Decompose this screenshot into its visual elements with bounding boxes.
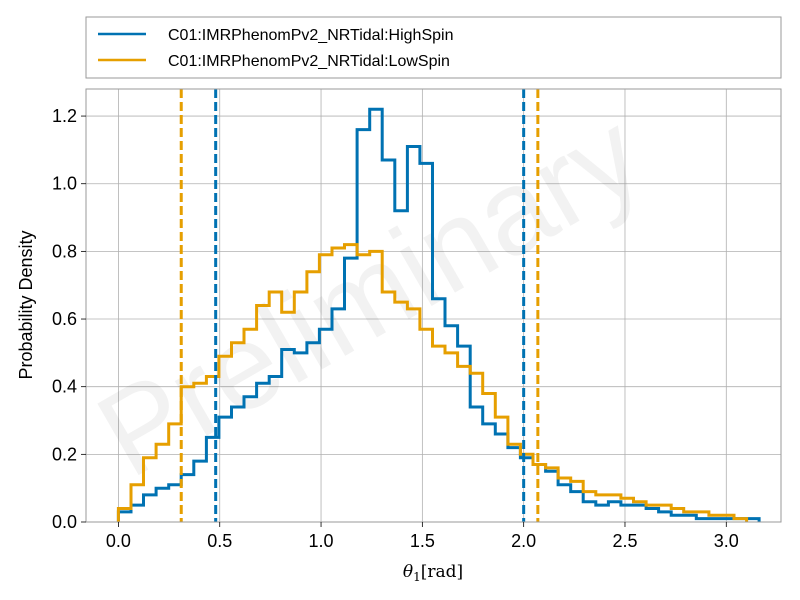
histogram-series-0 bbox=[116, 107, 761, 522]
y-tick-label: 1.2 bbox=[52, 106, 77, 126]
x-axis-title: θ1[rad] bbox=[403, 562, 463, 584]
x-tick-label: 2.0 bbox=[511, 531, 536, 551]
x-tick-label: 0.0 bbox=[106, 531, 131, 551]
x-axis-title-symbol: θ bbox=[403, 562, 413, 582]
plot-border bbox=[85, 88, 782, 523]
plot-area: Preliminary bbox=[76, 86, 782, 523]
x-tick-label: 1.0 bbox=[309, 531, 334, 551]
legend-frame bbox=[85, 16, 782, 79]
legend-label-high-spin: C01:IMRPhenomPv2_NRTidal:HighSpin bbox=[168, 27, 453, 44]
y-tick-label: 0.8 bbox=[52, 241, 77, 261]
y-tick-label: 0.6 bbox=[52, 309, 77, 329]
x-axis-title-subscript: 1 bbox=[413, 570, 421, 584]
y-axis-title: Probability Density bbox=[16, 230, 36, 379]
plot-frame bbox=[86, 89, 781, 522]
legend: C01:IMRPhenomPv2_NRTidal:HighSpin C01:IM… bbox=[85, 16, 782, 79]
legend-label-low-spin: C01:IMRPhenomPv2_NRTidal:LowSpin bbox=[168, 53, 450, 70]
histogram-series-1 bbox=[116, 243, 749, 522]
x-tick-label: 3.0 bbox=[714, 531, 739, 551]
credible-interval-lines bbox=[179, 89, 540, 522]
x-axis-ticks: 0.0 0.5 1.0 1.5 2.0 2.5 3.0 bbox=[106, 522, 739, 551]
x-tick-label: 2.5 bbox=[612, 531, 637, 551]
x-tick-label: 1.5 bbox=[410, 531, 435, 551]
x-axis-title-unit: [rad] bbox=[421, 562, 463, 582]
y-tick-label: 0.2 bbox=[52, 444, 77, 464]
x-tick-label: 0.5 bbox=[207, 531, 232, 551]
histogram-layer bbox=[116, 107, 761, 522]
y-tick-label: 1.0 bbox=[52, 174, 77, 194]
y-tick-label: 0.4 bbox=[52, 377, 77, 397]
y-tick-label: 0.0 bbox=[52, 512, 77, 532]
y-axis-ticks: 0.0 0.2 0.4 0.6 0.8 1.0 1.2 bbox=[52, 106, 86, 532]
